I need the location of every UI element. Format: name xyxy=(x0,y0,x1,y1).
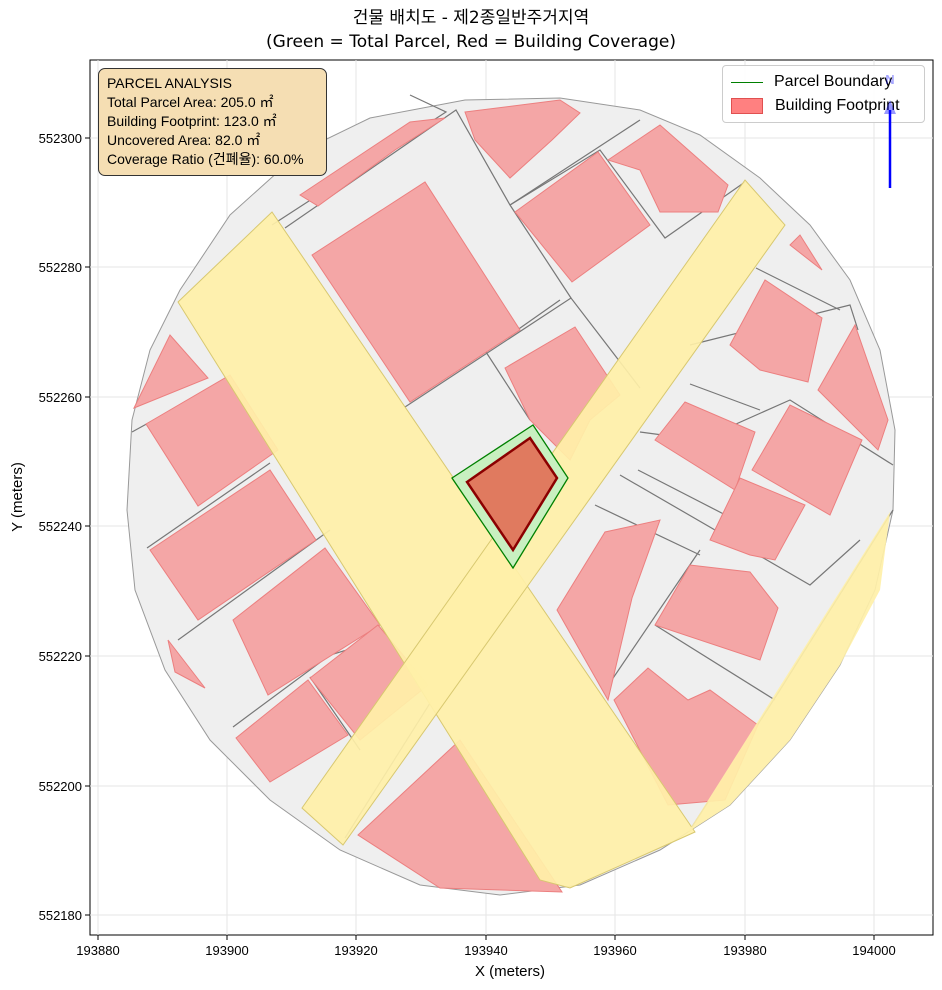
y-tick-labels: 552180 552200 552220 552240 552260 55228… xyxy=(39,131,82,923)
north-label: N xyxy=(885,72,894,87)
road-diagonal-main xyxy=(177,211,696,889)
x-axis-label: X (meters) xyxy=(475,963,545,980)
x-tick-label: 193880 xyxy=(76,943,119,958)
y-tick-label: 552240 xyxy=(39,519,82,534)
x-tick-label: 194000 xyxy=(852,943,895,958)
x-tick-labels: 193880 193900 193920 193940 193960 19398… xyxy=(76,943,895,958)
y-tick-label: 552220 xyxy=(39,649,82,664)
legend-label: Building Footprint xyxy=(775,97,900,114)
legend-line-swatch xyxy=(731,81,763,83)
y-tick-label: 552180 xyxy=(39,908,82,923)
y-axis-label: Y (meters) xyxy=(9,462,26,532)
legend-label: Parcel Boundary xyxy=(774,73,893,90)
target-building[interactable] xyxy=(465,436,559,553)
y-tick-label: 552200 xyxy=(39,779,82,794)
road-east-edge xyxy=(688,512,890,832)
x-tick-label: 193940 xyxy=(464,943,507,958)
title-line-1: 건물 배치도 - 제2종일반주거지역 xyxy=(352,8,590,28)
y-tick-label: 552260 xyxy=(39,390,82,405)
axis-ticks xyxy=(85,137,875,940)
north-arrow-icon: N xyxy=(884,72,896,188)
y-tick-label: 552280 xyxy=(39,260,82,275)
x-tick-label: 193920 xyxy=(334,943,377,958)
y-tick-label: 552300 xyxy=(39,131,82,146)
legend-item-building-footprint: Building Footprint xyxy=(731,95,900,117)
info-coverage-ratio: Coverage Ratio (건폐율): 60.0% xyxy=(107,151,304,167)
legend-item-parcel-boundary: Parcel Boundary xyxy=(731,71,892,93)
x-tick-label: 193960 xyxy=(593,943,636,958)
x-tick-label: 193980 xyxy=(723,943,766,958)
title-line-2: (Green = Total Parcel, Red = Building Co… xyxy=(266,32,676,52)
info-total-area: Total Parcel Area: 205.0 ㎡ xyxy=(107,94,274,110)
parcel-analysis-box: PARCEL ANALYSIS Total Parcel Area: 205.0… xyxy=(98,68,327,176)
legend-fill-swatch xyxy=(731,98,763,114)
info-building-footprint: Building Footprint: 123.0 ㎡ xyxy=(107,113,277,129)
map-title: 건물 배치도 - 제2종일반주거지역 (Green = Total Parcel… xyxy=(0,6,942,54)
x-tick-label: 193900 xyxy=(205,943,248,958)
info-heading: PARCEL ANALYSIS xyxy=(107,75,233,91)
info-uncovered-area: Uncovered Area: 82.0 ㎡ xyxy=(107,132,261,148)
